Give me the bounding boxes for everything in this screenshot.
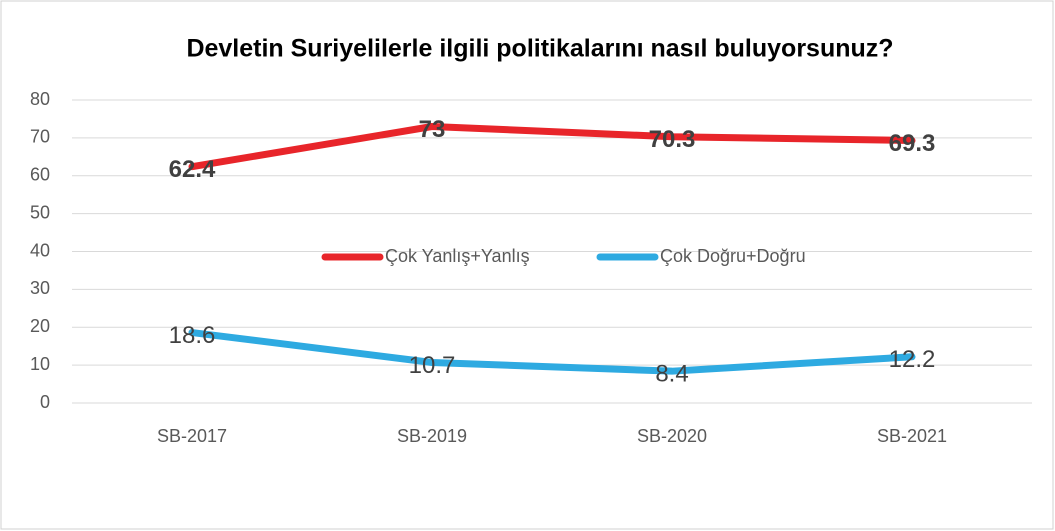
- data-label: 18.6: [169, 322, 216, 349]
- y-tick-label: 0: [40, 392, 50, 412]
- y-tick-label: 50: [30, 202, 50, 222]
- data-label: 70.3: [649, 126, 696, 153]
- series-line: [188, 123, 916, 171]
- y-tick-label: 80: [30, 89, 50, 109]
- data-label: 73: [419, 116, 446, 143]
- legend-label: Çok Doğru+Doğru: [660, 246, 806, 266]
- data-label: 10.7: [409, 352, 456, 379]
- x-tick-label: SB-2021: [877, 426, 947, 446]
- legend-label: Çok Yanlış+Yanlış: [385, 246, 530, 266]
- data-label: 69.3: [889, 130, 936, 157]
- series-line: [188, 329, 916, 375]
- y-tick-label: 10: [30, 354, 50, 374]
- y-tick-label: 30: [30, 278, 50, 298]
- y-tick-label: 20: [30, 316, 50, 336]
- data-label: 62.4: [169, 156, 216, 183]
- y-tick-label: 70: [30, 127, 50, 147]
- x-tick-label: SB-2019: [397, 426, 467, 446]
- y-tick-label: 60: [30, 165, 50, 185]
- x-tick-label: SB-2020: [637, 426, 707, 446]
- x-tick-label: SB-2017: [157, 426, 227, 446]
- y-tick-label: 40: [30, 240, 50, 260]
- data-label: 12.2: [889, 346, 936, 373]
- data-label: 8.4: [655, 361, 688, 388]
- chart-title: Devletin Suriyelilerle ilgili politikala…: [186, 35, 893, 63]
